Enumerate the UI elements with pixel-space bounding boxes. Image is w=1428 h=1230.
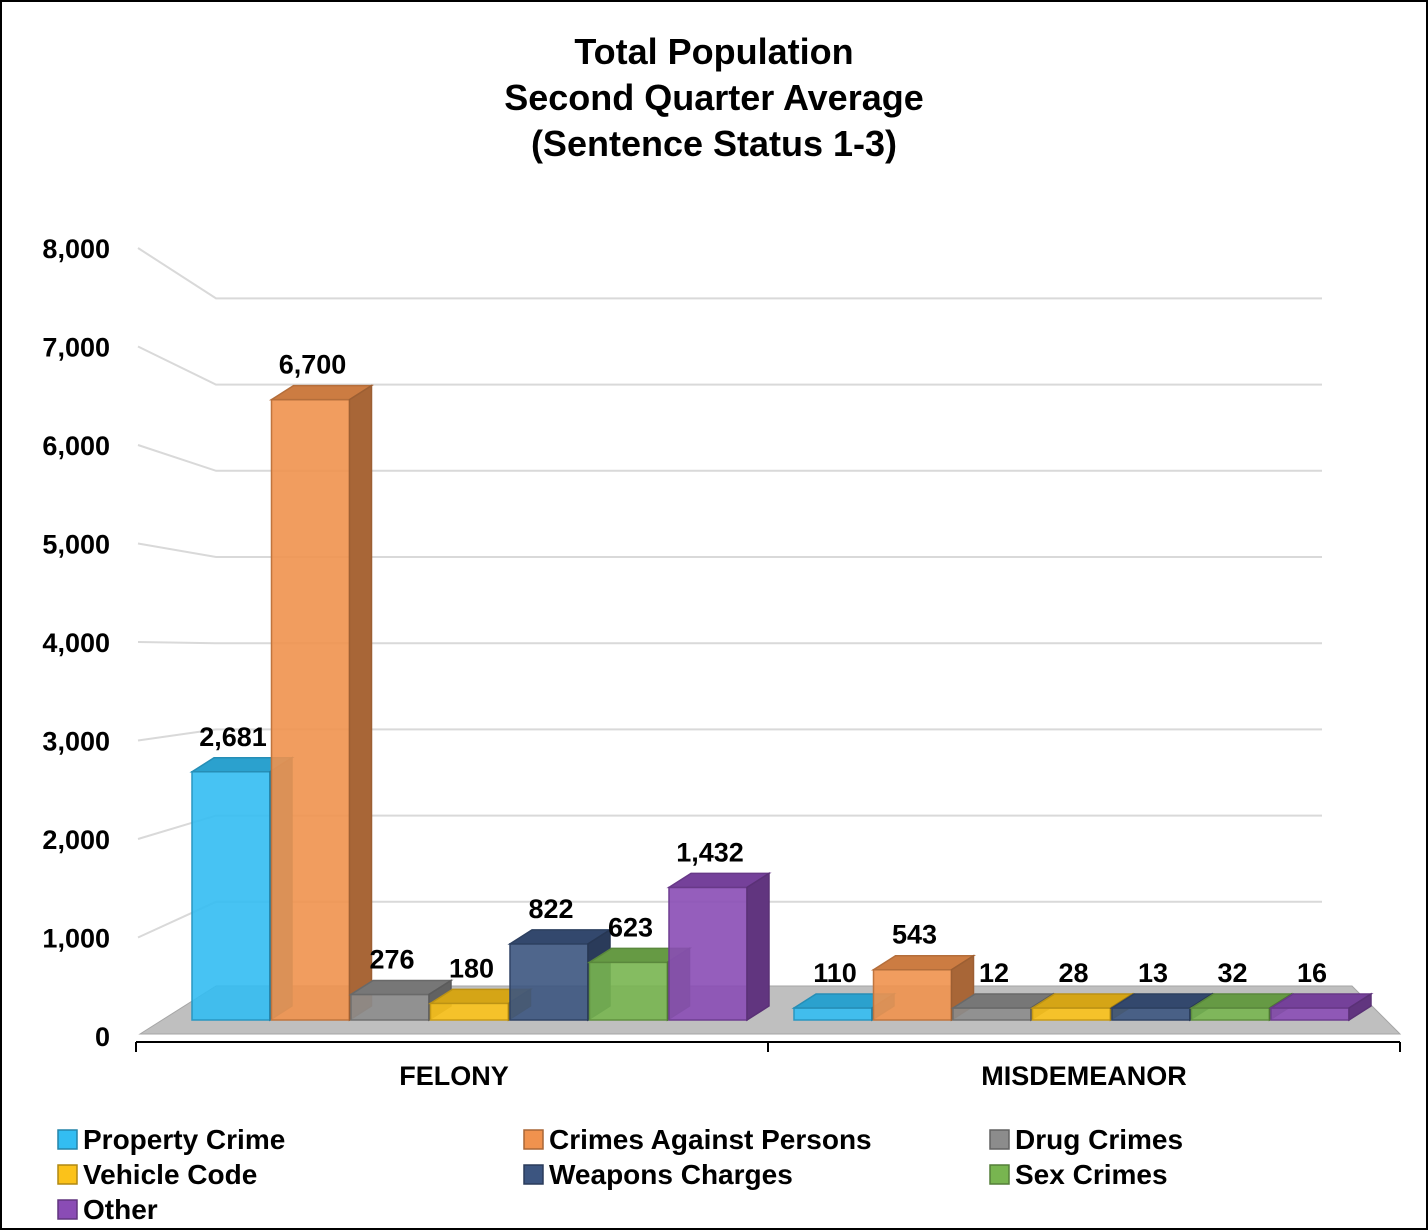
legend-swatch — [57, 1199, 78, 1220]
bar-side — [1348, 992, 1372, 1022]
bar — [668, 886, 748, 1021]
legend-label: Crimes Against Persons — [549, 1124, 872, 1155]
legend-swatch — [523, 1129, 544, 1150]
legend-label: Property Crime — [83, 1124, 285, 1155]
bar — [872, 968, 953, 1021]
legend-label: Sex Crimes — [1015, 1159, 1168, 1190]
gridline — [137, 345, 1322, 386]
bar — [588, 961, 669, 1021]
legend-swatch — [57, 1164, 78, 1185]
bar — [952, 1007, 1032, 1021]
gridline — [137, 444, 1322, 472]
data-label: 13 — [1138, 958, 1168, 988]
bar — [793, 1007, 873, 1021]
legend-swatch — [989, 1129, 1010, 1150]
gridline — [137, 542, 1322, 558]
data-label: 16 — [1297, 958, 1327, 988]
bar-side — [348, 384, 373, 1022]
legend-label: Other — [83, 1194, 158, 1225]
bar-side — [746, 872, 770, 1022]
y-tick-label: 7,000 — [42, 333, 110, 363]
data-label: 276 — [369, 944, 414, 974]
data-label: 623 — [608, 912, 653, 942]
gridline — [137, 641, 1322, 645]
bar — [429, 1002, 510, 1021]
bar — [1031, 1007, 1112, 1021]
bar — [1190, 1007, 1271, 1021]
legend-swatch — [57, 1129, 78, 1150]
y-tick-label: 5,000 — [42, 530, 110, 560]
data-label: 110 — [813, 958, 857, 988]
category-label: FELONY — [399, 1061, 509, 1091]
bar — [191, 771, 271, 1021]
data-label: 543 — [892, 920, 937, 950]
bar — [270, 398, 351, 1021]
legend-label: Weapons Charges — [549, 1159, 793, 1190]
legend-swatch — [989, 1164, 1010, 1185]
gridline — [137, 247, 1322, 300]
chart-title-line: (Sentence Status 1-3) — [531, 123, 897, 164]
y-tick-label: 1,000 — [42, 924, 110, 954]
y-tick-label: 0 — [95, 1022, 110, 1052]
y-tick-label: 6,000 — [42, 431, 110, 461]
category-label: MISDEMEANOR — [981, 1061, 1187, 1091]
data-label: 28 — [1058, 958, 1088, 988]
data-label: 6,700 — [279, 350, 347, 380]
chart-title-line: Total Population — [574, 31, 853, 72]
legend-swatch — [523, 1164, 544, 1185]
data-label: 822 — [528, 894, 573, 924]
data-label: 180 — [449, 953, 494, 983]
legend-label: Drug Crimes — [1015, 1124, 1183, 1155]
data-label: 12 — [979, 958, 1009, 988]
bar — [509, 943, 589, 1021]
bar — [1111, 1007, 1191, 1021]
y-tick-label: 8,000 — [42, 234, 110, 264]
gridline — [137, 728, 1322, 742]
data-label: 32 — [1217, 958, 1247, 988]
chart-title-line: Second Quarter Average — [504, 77, 923, 118]
legend-label: Vehicle Code — [83, 1159, 257, 1190]
y-tick-label: 3,000 — [42, 727, 110, 757]
data-label: 1,432 — [676, 837, 744, 867]
y-tick-label: 4,000 — [42, 628, 110, 658]
y-tick-label: 2,000 — [42, 825, 110, 855]
data-label: 2,681 — [199, 722, 267, 752]
bar — [350, 993, 430, 1021]
bar — [1270, 1007, 1350, 1021]
